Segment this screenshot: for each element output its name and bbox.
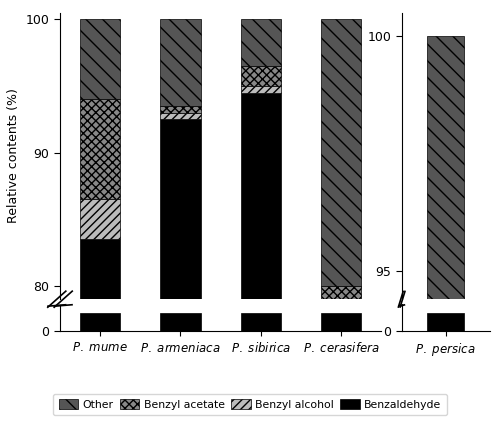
Bar xyxy=(321,286,361,359)
Bar xyxy=(80,20,120,99)
Bar xyxy=(240,66,281,86)
Bar xyxy=(321,392,361,425)
Bar xyxy=(428,313,464,332)
Bar xyxy=(321,313,361,332)
Bar xyxy=(428,36,464,425)
Bar xyxy=(321,359,361,392)
Bar xyxy=(240,93,281,425)
Legend: Other, Benzyl acetate, Benzyl alcohol, Benzaldehyde: Other, Benzyl acetate, Benzyl alcohol, B… xyxy=(53,394,447,415)
Bar xyxy=(240,20,281,66)
Bar xyxy=(240,86,281,93)
Bar xyxy=(80,99,120,199)
Bar xyxy=(240,313,281,332)
Bar xyxy=(80,313,120,332)
Bar xyxy=(80,199,120,239)
Bar xyxy=(160,20,200,106)
Bar xyxy=(321,20,361,286)
Bar xyxy=(160,113,200,119)
Y-axis label: Relative contents (%): Relative contents (%) xyxy=(7,88,20,224)
Bar xyxy=(160,106,200,113)
Bar xyxy=(160,313,200,332)
Bar xyxy=(160,119,200,425)
Bar xyxy=(80,239,120,425)
